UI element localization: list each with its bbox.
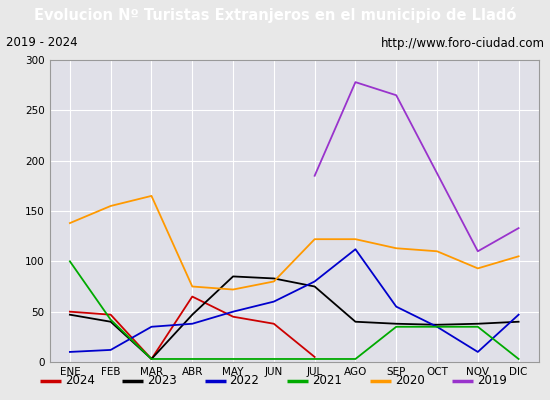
Text: 2022: 2022 bbox=[230, 374, 260, 388]
Text: 2024: 2024 bbox=[65, 374, 95, 388]
Text: Evolucion Nº Turistas Extranjeros en el municipio de Lladó: Evolucion Nº Turistas Extranjeros en el … bbox=[34, 7, 516, 23]
Text: 2020: 2020 bbox=[395, 374, 425, 388]
Text: 2019 - 2024: 2019 - 2024 bbox=[6, 36, 77, 50]
Text: 2019: 2019 bbox=[477, 374, 507, 388]
Text: http://www.foro-ciudad.com: http://www.foro-ciudad.com bbox=[381, 36, 544, 50]
Text: 2023: 2023 bbox=[147, 374, 177, 388]
Text: 2021: 2021 bbox=[312, 374, 342, 388]
